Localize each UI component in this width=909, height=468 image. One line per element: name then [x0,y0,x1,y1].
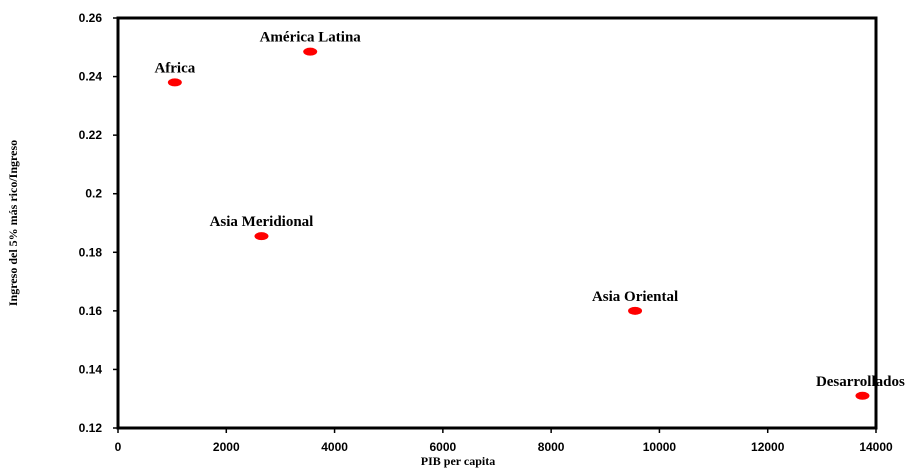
x-tick-label: 8000 [538,440,565,454]
point-label: Asia Oriental [592,289,678,305]
data-point [855,391,870,400]
y-tick-label: 0.12 [79,421,103,435]
y-tick-label: 0.14 [79,362,103,376]
data-point [254,232,269,241]
x-tick-label: 6000 [430,440,457,454]
y-tick-label: 0.16 [79,304,103,318]
y-tick-label: 0.18 [79,245,103,259]
y-tick-label: 0.26 [79,11,103,25]
y-tick-label: 0.24 [79,70,103,84]
plot-area [116,16,878,430]
point-label: Africa [154,60,195,76]
data-point [167,78,182,87]
y-tick-label: 0.22 [79,128,103,142]
data-point [628,306,643,315]
point-label: América Latina [260,30,362,46]
x-axis-ticks: 0 2000 4000 6000 8000 10000 12000 14000 [115,428,893,454]
x-tick-label: 12000 [751,440,785,454]
x-tick-label: 2000 [213,440,240,454]
data-points: Africa América Latina Asia Meridional Asia … [154,30,905,400]
x-axis-title: PIB per capita [421,454,495,468]
x-tick-label: 4000 [321,440,348,454]
point-label: Desarrollados [816,374,905,390]
y-tick-label: 0.2 [85,187,102,201]
x-tick-label: 0 [115,440,122,454]
point-label: Asia Meridional [210,214,314,230]
y-axis-ticks: 0.12 0.14 0.16 0.18 0.2 0.22 0.24 0.26 [79,11,118,435]
x-tick-label: 10000 [643,440,677,454]
x-tick-label: 14000 [859,440,893,454]
data-point [303,47,318,56]
y-axis-title: Ingreso del 5% más rico/Ingreso [6,140,20,306]
